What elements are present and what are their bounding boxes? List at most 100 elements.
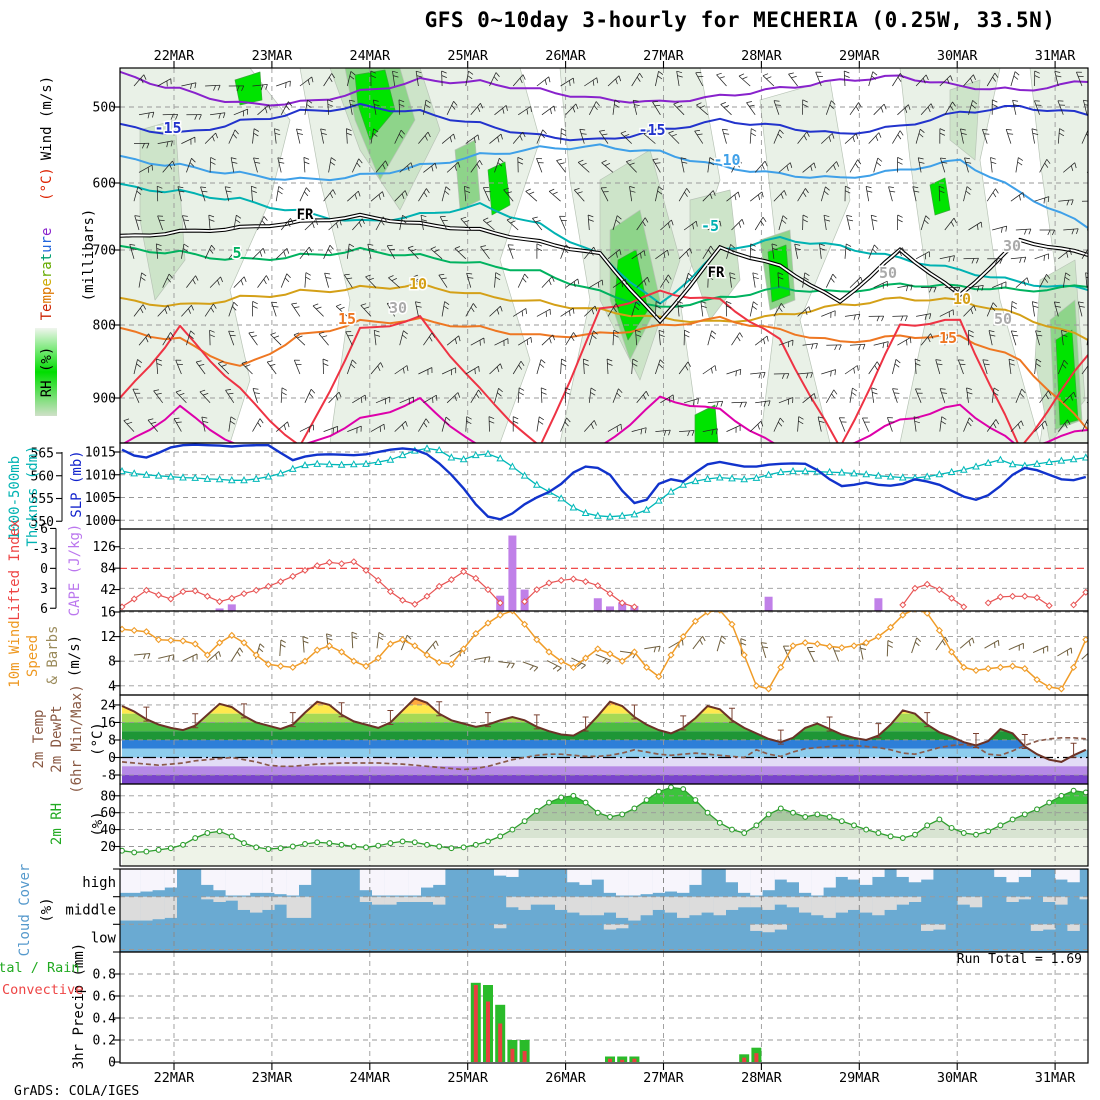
cloud-bar-middle <box>616 896 629 918</box>
cloud-bar-high <box>506 869 519 877</box>
cloud-bar-low <box>616 924 629 929</box>
svg-text:-10: -10 <box>713 151 740 169</box>
svg-text:555: 555 <box>31 492 54 507</box>
temp-contour-10 <box>120 282 1088 341</box>
cloud-bar-high <box>677 869 690 893</box>
axis-label: (m/s) <box>67 635 83 677</box>
cloud-bar-high <box>274 869 287 895</box>
minmax-whisker <box>533 714 540 730</box>
cloud-bar-low <box>1030 924 1044 931</box>
svg-text:22MAR: 22MAR <box>154 48 196 64</box>
panel-wind10m <box>120 611 1088 695</box>
precip-conv-bar <box>522 1051 527 1062</box>
cloud-bar-low <box>1067 924 1080 931</box>
cloud-bar-high <box>262 869 275 893</box>
svg-text:50: 50 <box>994 310 1012 328</box>
cloud-bar-high <box>1006 869 1019 883</box>
cloud-bar-middle <box>872 896 885 916</box>
precip-legend: Total / Rain <box>0 960 80 976</box>
minmax-whisker <box>875 723 882 739</box>
axis-label: Cloud Cover <box>17 864 33 957</box>
cloud-bar-low <box>1043 924 1056 930</box>
cloud-bar-high <box>725 869 739 883</box>
temp-contour-5 <box>120 244 1088 308</box>
cloud-bar-middle <box>213 896 226 902</box>
cloud-bar-middle <box>1018 896 1031 900</box>
wind-speed-line <box>121 611 1087 690</box>
cloud-bar-middle <box>201 896 214 900</box>
svg-text:1000: 1000 <box>85 514 116 529</box>
temp-contour--20 <box>120 70 1088 107</box>
precip-conv-bar <box>486 1001 490 1062</box>
minmax-whisker <box>241 703 247 719</box>
cloud-bar-high <box>921 869 934 880</box>
cloud-bar-high <box>1067 869 1080 883</box>
svg-text:600: 600 <box>93 177 116 192</box>
svg-text:1010: 1010 <box>85 468 116 483</box>
cloud-bar-high <box>408 869 421 896</box>
svg-text:42: 42 <box>100 583 116 598</box>
cape-bar <box>227 604 236 611</box>
precip-conv-bar <box>632 1058 637 1062</box>
minmax-whisker <box>436 701 443 717</box>
precip-conv-bar <box>742 1057 747 1062</box>
panel-cloud-cover <box>120 869 1088 952</box>
cloud-bar-middle <box>1055 896 1068 905</box>
cloud-bar-high <box>1018 869 1031 877</box>
cloud-bar-high <box>120 869 129 893</box>
svg-text:24MAR: 24MAR <box>349 1070 391 1086</box>
svg-text:middle: middle <box>65 903 116 919</box>
cloud-bar-middle <box>152 896 165 920</box>
minmax-whisker <box>729 707 735 723</box>
precip-conv-bar <box>620 1059 625 1062</box>
cloud-bar-middle <box>799 896 812 913</box>
cloud-bar-middle <box>774 896 787 905</box>
precip-conv-bar <box>498 1023 503 1062</box>
cloud-bar-middle <box>140 896 153 921</box>
precip-conv-bar <box>473 985 478 1062</box>
svg-text:10: 10 <box>409 275 427 293</box>
cloud-bar-high <box>250 869 263 893</box>
cloud-bar-low <box>921 924 934 931</box>
svg-text:-5: -5 <box>701 217 719 235</box>
cloud-bar-high <box>786 869 800 883</box>
cloud-bar-middle <box>262 896 275 910</box>
cloud-bar-high <box>896 869 909 877</box>
cloud-bar-low <box>774 924 787 930</box>
upper-wind-barbs <box>123 70 1088 437</box>
cloud-bar-middle <box>408 896 421 902</box>
svg-text:27MAR: 27MAR <box>643 48 685 64</box>
cloud-bar-middle <box>298 896 312 918</box>
cloud-bar-high <box>616 869 629 896</box>
cloud-bar-high <box>372 869 385 896</box>
cape-bar <box>508 535 517 611</box>
cloud-bar-high <box>140 869 153 892</box>
svg-text:low: low <box>91 930 117 946</box>
cloud-bar-middle <box>750 896 763 908</box>
cape-bar <box>215 608 224 611</box>
cloud-bar-middle <box>884 896 897 910</box>
svg-text:24: 24 <box>100 698 116 713</box>
cloud-bar-high <box>835 869 848 877</box>
svg-text:800: 800 <box>93 319 116 334</box>
cloud-bar-high <box>225 869 238 896</box>
cloud-bar-middle <box>579 896 592 916</box>
svg-text:0: 0 <box>40 562 48 577</box>
axis-label: (millibars) <box>81 209 97 302</box>
cape-bar <box>606 606 614 611</box>
cloud-bar-low <box>603 924 617 930</box>
minmax-whisker <box>1021 734 1028 750</box>
svg-text:0.8: 0.8 <box>93 968 116 983</box>
cloud-bar-high <box>286 869 299 896</box>
panel-slp-thickness <box>120 443 1088 529</box>
page-title: GFS 0~10day 3-hourly for MECHERIA (0.25W… <box>424 8 1056 32</box>
cloud-bar-middle <box>713 896 726 916</box>
rh-fill-bands <box>122 787 1088 866</box>
svg-text:28MAR: 28MAR <box>741 1070 783 1086</box>
cloud-bar-high <box>213 869 226 891</box>
svg-text:15: 15 <box>338 310 356 328</box>
axis-label: (°C) <box>39 167 55 201</box>
minmax-whisker <box>680 715 687 731</box>
cloud-bar-middle <box>640 896 653 916</box>
